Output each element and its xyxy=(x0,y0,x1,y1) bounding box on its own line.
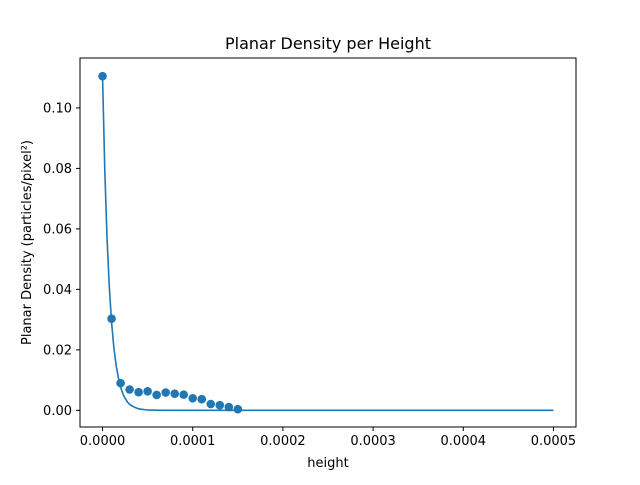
x-tick-label: 0.0000 xyxy=(80,434,126,449)
y-tick-label: 0.04 xyxy=(43,283,72,298)
plot-area xyxy=(98,71,554,414)
y-tick-label: 0.08 xyxy=(43,162,72,177)
axes-frame xyxy=(79,57,577,428)
data-point xyxy=(206,399,216,409)
data-point xyxy=(224,402,234,412)
data-point xyxy=(161,388,170,397)
data-point xyxy=(233,404,243,414)
data-point xyxy=(152,390,161,400)
chart-title: Planar Density per Height xyxy=(225,34,431,53)
data-point xyxy=(107,314,116,324)
data-point xyxy=(197,394,207,404)
data-point xyxy=(125,385,134,394)
x-tick-label: 0.0003 xyxy=(350,434,396,449)
data-point xyxy=(98,71,107,81)
y-tick-label: 0.06 xyxy=(43,222,72,237)
data-point xyxy=(179,390,189,399)
x-tick-label: 0.0005 xyxy=(531,434,577,449)
data-point xyxy=(188,393,198,403)
data-point xyxy=(116,378,125,388)
data-point xyxy=(170,389,179,399)
x-tick-label: 0.0004 xyxy=(441,434,487,449)
x-tick-label: 0.0001 xyxy=(170,434,216,449)
data-point xyxy=(143,387,152,396)
x-axis: 0.0000 0.0001 0.0002 0.0003 0.0004 0.0005 xyxy=(80,427,576,449)
fit-curve-line xyxy=(101,76,554,412)
x-axis-label: height xyxy=(307,456,348,471)
x-tick-label: 0.0002 xyxy=(260,434,306,449)
y-axis: 0.00 0.02 0.04 0.06 0.08 0.10 xyxy=(43,101,80,419)
y-axis-label: Planar Density (particles/pixel²) xyxy=(20,140,35,345)
y-tick-label: 0.10 xyxy=(43,101,72,116)
y-tick-label: 0.02 xyxy=(43,343,72,358)
y-tick-label: 0.00 xyxy=(43,404,72,419)
data-point xyxy=(215,400,225,410)
data-point xyxy=(134,387,143,397)
